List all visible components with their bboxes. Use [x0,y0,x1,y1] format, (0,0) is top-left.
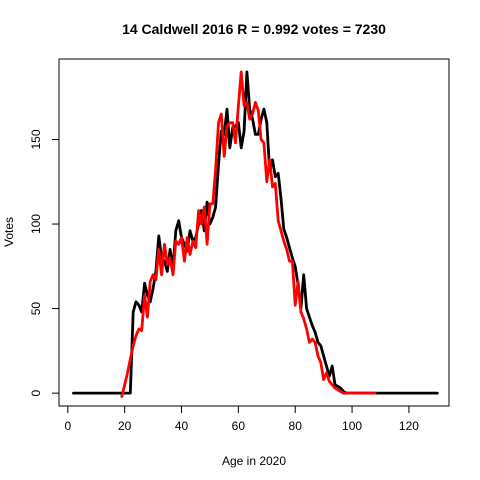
x-tick-label: 20 [118,419,132,433]
series-line-black [72,70,439,395]
y-tick-label: 150 [29,129,43,149]
series-line-red [120,70,377,398]
y-axis-label: Votes [2,217,16,247]
y-tick-label: 50 [29,302,43,316]
x-tick-label: 60 [232,419,246,433]
x-axis-label: Age in 2020 [222,454,286,468]
y-tick-label: 0 [29,389,43,396]
y-axis: 0 50 100 150 [29,129,60,396]
x-tick-label: 0 [64,419,71,433]
x-tick-label: 40 [175,419,189,433]
y-tick-label: 100 [29,214,43,234]
x-tick-label: 100 [342,419,362,433]
chart-title: 14 Caldwell 2016 R = 0.992 votes = 7230 [122,21,386,37]
x-tick-label: 120 [399,419,419,433]
series-layer [72,70,439,398]
x-tick-label: 80 [289,419,303,433]
x-axis: 0 20 40 60 80 100 120 [64,405,419,433]
